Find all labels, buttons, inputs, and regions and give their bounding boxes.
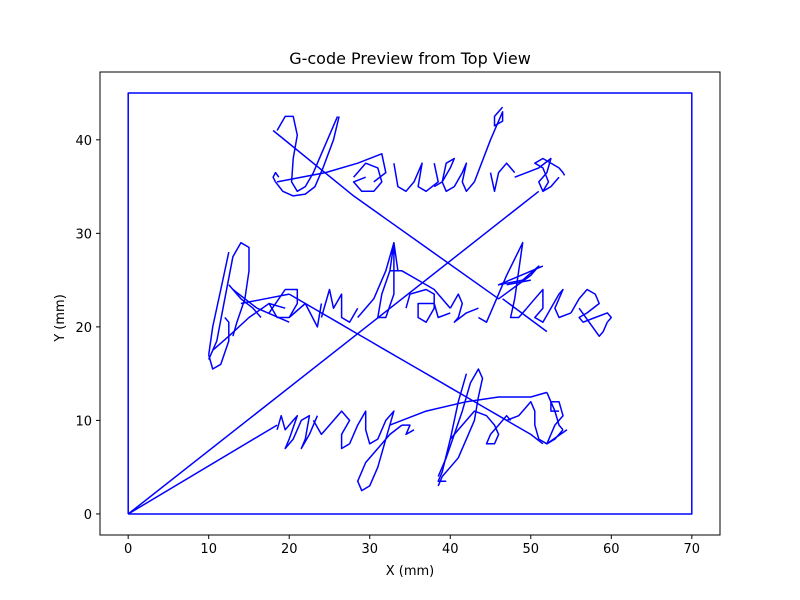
- axes-frame: [99, 71, 721, 536]
- x-axis-label: X (mm): [386, 564, 435, 579]
- toolpath-segment-46: [546, 392, 564, 431]
- toolpath-segment-44: [288, 293, 544, 445]
- toolpath-segment-37: [401, 424, 415, 436]
- toolpath-segment-24: [320, 288, 359, 323]
- toolpath-segment-16: [208, 241, 250, 360]
- toolpath-segment-22: [268, 288, 299, 319]
- x-tick-label: 0: [124, 542, 132, 557]
- toolpath-segment-8: [502, 298, 548, 333]
- toolpath-segment-0: [127, 92, 693, 515]
- toolpath-segment-11: [433, 157, 475, 193]
- x-tick-label: 70: [684, 542, 701, 557]
- x-tick-label: 30: [361, 542, 378, 557]
- toolpath-segment-2: [127, 424, 278, 515]
- toolpath-segment-38: [437, 368, 484, 487]
- axis-ticks: 0 10 20 30 40 50 60 70 0 10 20 30 40: [75, 134, 700, 557]
- y-axis-label: Y (mm): [53, 294, 68, 343]
- toolpath-segment-1: [127, 190, 540, 515]
- toolpath-segment-14: [514, 157, 560, 193]
- x-tick-label: 40: [442, 542, 459, 557]
- toolpath-segment-35: [312, 410, 351, 450]
- toolpath-segment-27: [405, 288, 451, 323]
- y-tick-label: 10: [75, 414, 92, 429]
- toolpath-segment-23: [288, 302, 323, 328]
- toolpath-segment-3: [276, 115, 339, 193]
- toolpath-segment-28: [449, 293, 479, 323]
- toolpath-segment-13: [489, 162, 516, 193]
- toolpath-segment-26: [389, 270, 451, 309]
- x-tick-label: 20: [281, 542, 298, 557]
- toolpath-segment-29: [478, 241, 528, 323]
- y-tick-label: 30: [75, 227, 92, 242]
- toolpath-segment-40: [449, 410, 512, 445]
- x-tick-label: 60: [603, 542, 620, 557]
- toolpath-segment-36: [348, 410, 403, 492]
- toolpath-segment-20: [207, 317, 230, 370]
- toolpath-segment-18: [212, 302, 270, 351]
- y-tick-label: 0: [84, 508, 92, 523]
- toolpath-segment-6: [276, 153, 387, 183]
- x-tick-label: 50: [523, 542, 540, 557]
- plot-area: [127, 92, 693, 515]
- toolpath-segment-32: [570, 288, 613, 323]
- y-tick-label: 40: [75, 134, 92, 149]
- toolpath-segment-9: [352, 162, 383, 193]
- toolpath-segment-43: [550, 400, 564, 435]
- toolpath-segment-42: [506, 400, 552, 445]
- x-tick-label: 10: [200, 542, 217, 557]
- toolpath-segment-15: [534, 157, 566, 192]
- toolpath-segment-10: [393, 162, 439, 193]
- y-tick-label: 20: [75, 321, 92, 336]
- toolpath-segment-5: [272, 171, 280, 183]
- toolpath-segment-31: [526, 288, 572, 323]
- toolpath-segment-45: [240, 293, 290, 305]
- toolpath-segment-47: [546, 429, 568, 445]
- toolpath-segment-4: [274, 116, 340, 197]
- toolpath-segment-25: [357, 241, 399, 319]
- toolpath-segment-41: [389, 391, 548, 426]
- toolpath-segment-39: [437, 373, 468, 482]
- toolpath-segment-34: [276, 414, 319, 450]
- toolpath-segment-7: [272, 129, 544, 300]
- chart-title: G-code Preview from Top View: [289, 49, 531, 68]
- toolpath-segment-33: [578, 307, 608, 337]
- toolpath-segment-17: [207, 251, 230, 356]
- toolpath-segment-30: [506, 279, 531, 286]
- toolpath-segment-12: [473, 106, 504, 183]
